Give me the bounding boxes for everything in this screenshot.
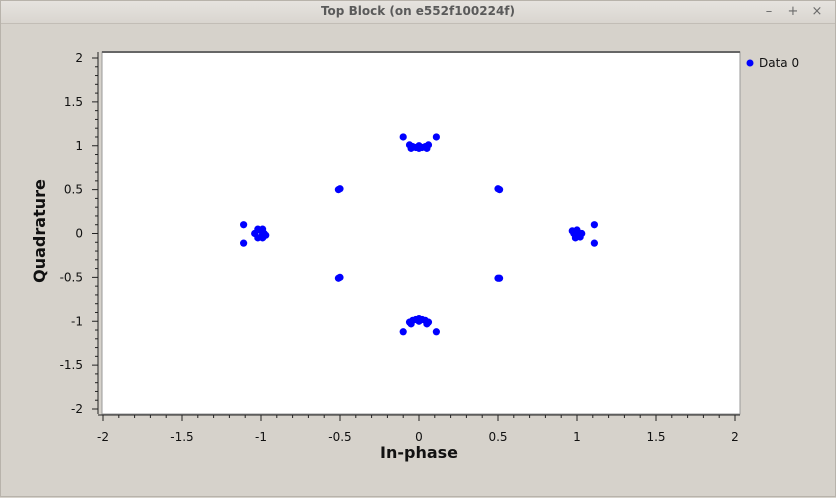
legend-label-data-0: Data 0 [759,56,799,70]
data-point [423,320,431,328]
y-tick-label: 0 [75,227,83,241]
data-point [334,186,343,194]
data-point [240,221,248,229]
data-point [432,328,440,336]
data-point [423,144,431,152]
data-point [590,239,598,247]
x-tick-label: -1.5 [170,430,193,444]
data-point [407,320,415,328]
data-point [573,229,581,238]
y-tick-label: -0.5 [60,270,83,284]
close-button[interactable]: × [811,4,823,19]
data-point [495,186,504,194]
y-tick-label: 0.5 [64,183,83,197]
plot-area[interactable] [101,51,741,415]
x-tick-label: 1.5 [646,430,665,444]
y-tick-label: -1 [71,314,83,328]
x-tick-label: 0.5 [488,430,507,444]
window-title: Top Block (on e552f100224f) [320,4,516,18]
data-point [258,225,267,233]
x-tick-label: 1 [573,430,581,444]
data-point [415,317,423,325]
x-tick-label: 2 [731,430,739,444]
data-point [432,133,440,141]
data-point [251,229,259,238]
data-point [336,273,344,281]
title-bar[interactable]: Top Block (on e552f100224f) – + × [1,1,835,24]
axes: -2 -1.5 -1 -0.5 0 0.5 1 1.5 2 -2 -1.5 -1 -0.5 0 0.5 1 1.… [60,51,740,444]
data-point [590,221,598,229]
y-axis-title: Quadrature [30,179,49,283]
data-point [415,142,423,150]
data-point [407,144,415,152]
maximize-button[interactable]: + [787,4,799,19]
y-tick-label: 1.5 [64,95,83,109]
minimize-button[interactable]: – [765,4,773,19]
data-points [240,133,598,336]
y-tick-label: -2 [71,402,83,416]
y-tick-label: -1.5 [60,358,83,372]
y-tick-label: 2 [75,51,83,65]
x-tick-label: -0.5 [328,430,351,444]
data-point [495,274,504,282]
y-tick-label: 1 [75,139,83,153]
x-axis-title: In-phase [380,443,458,462]
data-point [399,133,407,141]
x-tick-label: 0 [415,430,423,444]
data-point [258,234,267,242]
legend: Data 0 [746,56,799,70]
data-point [399,328,407,336]
x-tick-label: -1 [255,430,267,444]
legend-marker-data-0 [746,59,754,67]
data-point [240,239,248,247]
x-tick-label: -2 [97,430,109,444]
